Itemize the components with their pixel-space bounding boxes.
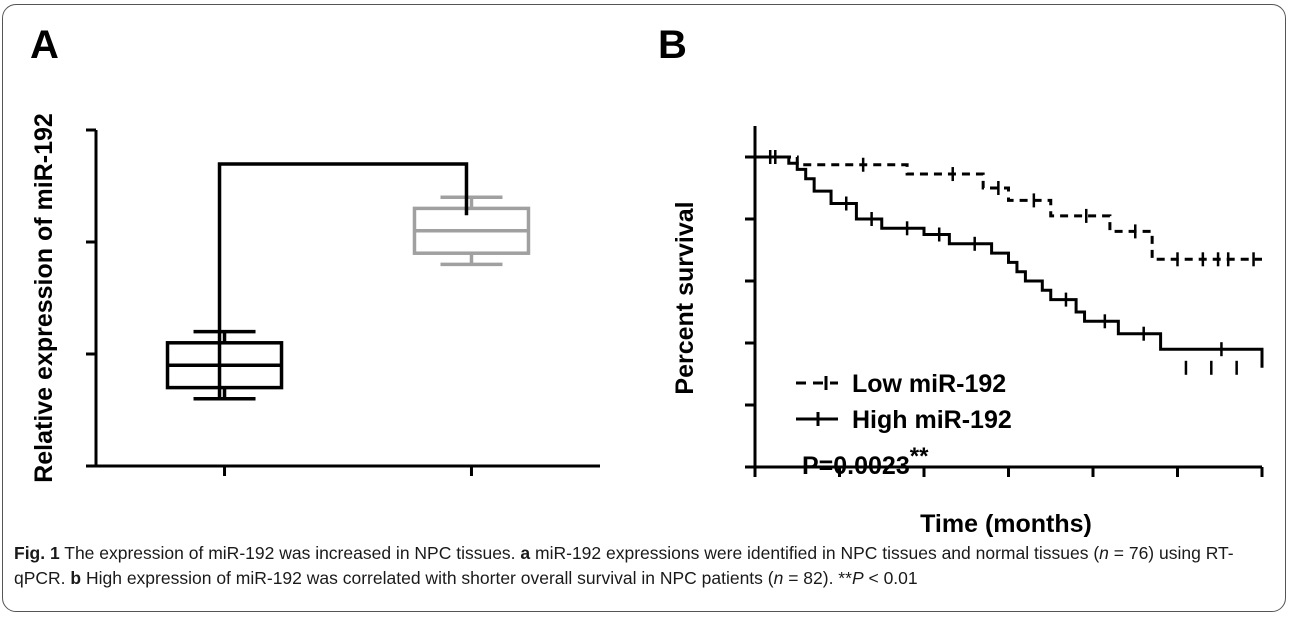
caption-panel-b: b	[70, 568, 82, 588]
box-npc	[412, 195, 531, 267]
caption-p: P	[851, 568, 864, 588]
survival-curve	[755, 155, 1264, 368]
caption-n: n	[1099, 543, 1109, 563]
survival-curve	[755, 155, 1262, 261]
survival-plot-panel: Percent survival Time (months) Low miR-1…	[671, 126, 1264, 538]
box-plot-panel: Relative expression of miR-192	[30, 113, 600, 483]
legend: Low miR-192 High miR-192	[796, 370, 1012, 434]
caption-text: = 82). **	[783, 568, 852, 588]
y-axis-label: Relative expression of miR-192	[30, 113, 58, 483]
series-high	[755, 150, 1264, 375]
caption-text: < 0.01	[863, 568, 918, 588]
p-value-annotation: P=0.0023**	[802, 443, 929, 480]
p-value-text: P=0.0023	[802, 452, 910, 480]
plot-marks	[755, 150, 1264, 375]
box-nc	[165, 329, 284, 401]
axes	[745, 126, 1264, 477]
panel-a-letter: A	[30, 23, 59, 67]
legend-label-high: High miR-192	[852, 406, 1012, 434]
axes	[86, 128, 600, 476]
y-axis-label: Percent survival	[671, 201, 699, 394]
caption-text: = 76) using RT-qPCR.	[14, 543, 1234, 588]
caption-fig-label: Fig. 1	[14, 543, 60, 563]
panel-b-letter: B	[658, 23, 687, 67]
plot-marks	[165, 162, 531, 401]
significance-bracket	[217, 162, 469, 400]
figure-frame	[2, 4, 1286, 612]
caption-panel-a: a	[520, 543, 531, 563]
figure-canvas: A B Relative expression of miR-192 Perce…	[30, 23, 1264, 538]
figure-caption: Fig. 1 The expression of miR-192 was inc…	[14, 541, 1276, 591]
x-axis-label: Time (months)	[920, 510, 1092, 538]
series-low	[755, 150, 1262, 267]
p-value-stars: **	[910, 443, 929, 470]
caption-text: miR-192 expressions were identified in N…	[530, 543, 1100, 563]
caption-n: n	[773, 568, 784, 588]
caption-text: The expression of miR-192 was increased …	[59, 543, 521, 563]
legend-label-low: Low miR-192	[852, 370, 1006, 398]
caption-text: High expression of miR-192 was correlate…	[81, 568, 774, 588]
